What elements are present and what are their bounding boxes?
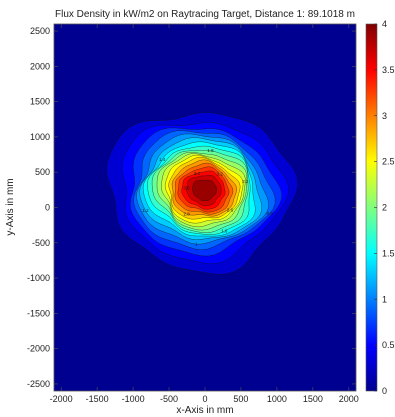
x-axis-label: x-Axis in mm (176, 405, 233, 416)
contour-line (186, 175, 222, 206)
contour-line (177, 166, 230, 213)
colorbar-tick-label: 4 (382, 19, 387, 29)
y-tick-label: -1000 (27, 273, 50, 283)
contour-line (171, 159, 237, 217)
y-tick-label: 500 (35, 167, 50, 177)
contour-label: 0.8 (267, 211, 274, 216)
colorbar-tick-label: 0 (382, 386, 387, 396)
contour-label: 1.2 (142, 208, 149, 213)
contour-line (151, 150, 249, 234)
y-tick-label: -2000 (27, 344, 50, 354)
y-tick-label: 1000 (30, 132, 50, 142)
contour-label: 2.6 (227, 208, 234, 213)
y-tick-label: 1500 (30, 97, 50, 107)
colorbar-tick-label: 1 (382, 294, 387, 304)
x-tick-label: 1500 (303, 394, 323, 404)
x-tick-label: 1000 (267, 394, 287, 404)
contour-line (136, 133, 269, 245)
contour-line (164, 154, 244, 224)
colorbar-tick-label: 0.5 (382, 340, 395, 350)
y-axis-ticks: 2500 2000 1500 1000 500 0 -500 -1000 -1500 -2000 -… (27, 26, 356, 389)
colorbar-tick-label: 2.5 (382, 157, 395, 167)
contour-label: 3.4 (194, 171, 201, 176)
y-axis-label: y-Axis in mm (5, 178, 16, 235)
colorbar-ticks: 4 3.5 3 2.5 2 1.5 1 0.5 0 (374, 19, 395, 396)
contour-line (181, 170, 226, 210)
contour-line (192, 179, 217, 202)
contour-label: 1.8 (207, 148, 214, 153)
contour-line (129, 127, 282, 257)
contour-line (121, 122, 289, 264)
contour-line (139, 137, 263, 240)
colorbar-tick-label: 2 (382, 203, 387, 213)
contour-line (161, 153, 246, 228)
colorbar-tick-label: 3 (382, 111, 387, 121)
y-tick-label: 0 (45, 203, 50, 213)
contour-label: 1.4 (159, 157, 166, 162)
contour-band (192, 180, 217, 201)
contour-line (156, 151, 248, 231)
x-tick-label: -1500 (86, 394, 109, 404)
x-tick-label: -1000 (122, 394, 145, 404)
contour-label: 1.6 (221, 229, 228, 234)
contour-line (142, 141, 256, 237)
y-tick-label: 2000 (30, 61, 50, 71)
y-tick-label: -2500 (27, 379, 50, 389)
contour-line (106, 112, 299, 275)
colorbar-tick-label: 1.5 (382, 248, 395, 258)
y-tick-label: -1500 (27, 308, 50, 318)
x-tick-label: -500 (160, 394, 178, 404)
contour-label: 2.8 (183, 212, 190, 217)
contour-label: 3.2 (217, 172, 224, 177)
contour-label: 3.6 (183, 185, 190, 190)
x-axis-ticks: -2000 -1500 -1000 -500 0 500 1000 1500 2000 (50, 24, 359, 404)
contour-label: 1 (195, 242, 198, 247)
x-tick-label: 2000 (339, 394, 359, 404)
y-tick-label: -500 (32, 238, 50, 248)
contour-line (174, 162, 234, 215)
x-tick-label: 500 (233, 394, 248, 404)
chart-title: Flux Density in kW/m2 on Raytracing Targ… (55, 9, 355, 20)
contour-lines (106, 112, 299, 275)
contour-line (168, 156, 241, 220)
contour-line (133, 130, 276, 251)
x-tick-label: -2000 (50, 394, 73, 404)
colorbar-tick-label: 3.5 (382, 65, 395, 75)
x-tick-label: 0 (202, 394, 207, 404)
contour-labels: 2.2 1.8 1.4 1.2 1 2.6 3.2 3.4 3.6 2.8 1.6 0.8 (142, 148, 273, 247)
y-tick-label: 2500 (30, 26, 50, 36)
contour-label: 2.2 (242, 179, 249, 184)
contour-line (147, 145, 251, 235)
